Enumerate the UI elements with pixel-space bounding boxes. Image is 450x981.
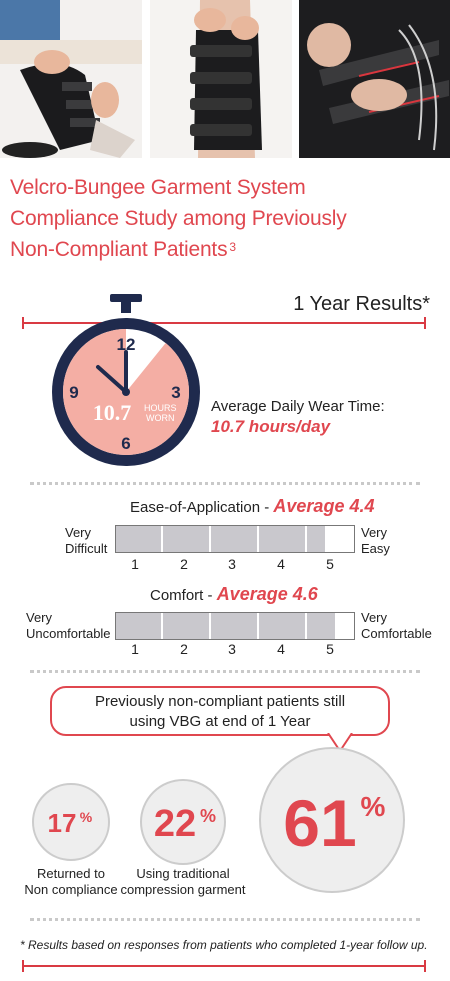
dial-number-12: 12: [117, 335, 136, 354]
ease-rating-fill: [116, 526, 325, 552]
divider: [30, 918, 420, 921]
ease-right-label-line-1: Very: [361, 525, 388, 540]
returned-label-line-2: Non compliance: [24, 882, 118, 897]
ease-title: Ease-of-Application - Average 4.4: [130, 496, 374, 517]
dial-number-3: 3: [171, 383, 180, 402]
comfort-title: Comfort - Average 4.6: [150, 584, 318, 605]
bar-divider: [161, 526, 163, 552]
comfort-left-label-line-2: Uncomfortable: [26, 626, 111, 641]
bar-divider: [161, 613, 163, 639]
comfort-tick: 3: [228, 641, 236, 657]
results-header: 1 Year Results*: [293, 293, 430, 315]
ease-tick: 4: [277, 556, 285, 572]
comfort-tick: 2: [180, 641, 188, 657]
ease-right-label: Very Easy: [361, 525, 390, 557]
results-rule-left-tick: [22, 317, 24, 329]
returned-label: Returned to Non compliance: [16, 866, 126, 898]
traditional-percent: %: [200, 806, 216, 826]
bar-divider: [257, 613, 259, 639]
ease-average: Average 4.4: [273, 496, 375, 516]
comfort-rating-fill: [116, 613, 335, 639]
study-title: Velcro-Bungee Garment System Compliance …: [10, 172, 440, 265]
comfort-rating-bar: [115, 612, 355, 640]
ease-left-label-line-1: Very: [65, 525, 92, 540]
photo-strap-closeup: [299, 0, 450, 158]
results-rule: [22, 322, 426, 324]
comfort-tick: 4: [277, 641, 285, 657]
returned-percent: %: [80, 809, 93, 825]
comfort-left-label: Very Uncomfortable: [26, 610, 111, 642]
returned-label-line-1: Returned to: [37, 866, 105, 881]
comfort-right-label: Very Comfortable: [361, 610, 432, 642]
ease-tick: 2: [180, 556, 188, 572]
callout-bubble: Previously non-compliant patients still …: [50, 686, 390, 736]
stat-circles: 17 % 22 % 61 %: [32, 747, 405, 893]
bar-divider: [305, 613, 307, 639]
footer-rule-right-tick: [424, 960, 426, 972]
ease-rating-bar: [115, 525, 355, 553]
callout-line-1: Previously non-compliant patients still: [94, 693, 346, 710]
ease-title-label: Ease-of-Application -: [130, 499, 274, 516]
callout-line-2: using VBG at end of 1 Year: [129, 713, 311, 730]
divider: [30, 670, 420, 673]
ease-tick: 5: [326, 556, 334, 572]
citation-superscript: 3: [229, 240, 236, 254]
hours-unit-line-1: HOURS: [144, 403, 177, 413]
divider: [30, 482, 420, 485]
comfort-average: Average 4.6: [216, 584, 318, 604]
comfort-tick: 5: [326, 641, 334, 657]
traditional-label: Using traditional compression garment: [118, 866, 248, 898]
wear-time-value: 10.7 hours/day: [211, 417, 331, 436]
traditional-label-line-1: Using traditional: [136, 866, 230, 881]
results-rule-right-tick: [424, 317, 426, 329]
hours-unit-line-2: WORN: [146, 413, 175, 423]
photo-leg-wrap-standing: [150, 0, 292, 158]
bar-divider: [209, 613, 211, 639]
title-line-1: Velcro-Bungee Garment System: [10, 176, 306, 199]
dial-number-9: 9: [69, 383, 78, 402]
footer-rule-left-tick: [22, 960, 24, 972]
footer-rule: [22, 965, 426, 967]
hours-worn-value: 10.7: [93, 400, 132, 425]
comfort-tick: 1: [131, 641, 139, 657]
ease-tick: 3: [228, 556, 236, 572]
comfort-title-label: Comfort -: [150, 587, 217, 604]
bar-divider: [257, 526, 259, 552]
comfort-left-label-line-1: Very: [26, 610, 53, 625]
vbg-value: 61: [283, 786, 356, 860]
vbg-percent: %: [361, 791, 386, 822]
stopwatch-icon: 12 3 6 9 10.7 HOURS WORN: [52, 294, 200, 466]
dial-number-6: 6: [121, 434, 130, 453]
ease-left-label: Very Difficult: [65, 525, 107, 557]
comfort-right-label-line-1: Very: [361, 610, 388, 625]
bar-divider: [209, 526, 211, 552]
footnote: * Results based on responses from patien…: [20, 938, 428, 952]
ease-right-label-line-2: Easy: [361, 541, 390, 556]
photo-seated-leg-wrap: [0, 0, 142, 158]
ease-tick: 1: [131, 556, 139, 572]
comfort-right-label-line-2: Comfortable: [361, 626, 432, 641]
title-line-2: Compliance Study among Previously: [10, 207, 347, 230]
title-line-3: Non-Compliant Patients: [10, 238, 228, 261]
ease-left-label-line-2: Difficult: [65, 541, 108, 556]
traditional-value: 22: [154, 803, 196, 845]
bar-divider: [305, 526, 307, 552]
returned-value: 17: [48, 808, 77, 838]
traditional-label-line-2: compression garment: [120, 882, 246, 897]
wear-time-label: Average Daily Wear Time:: [211, 398, 385, 415]
